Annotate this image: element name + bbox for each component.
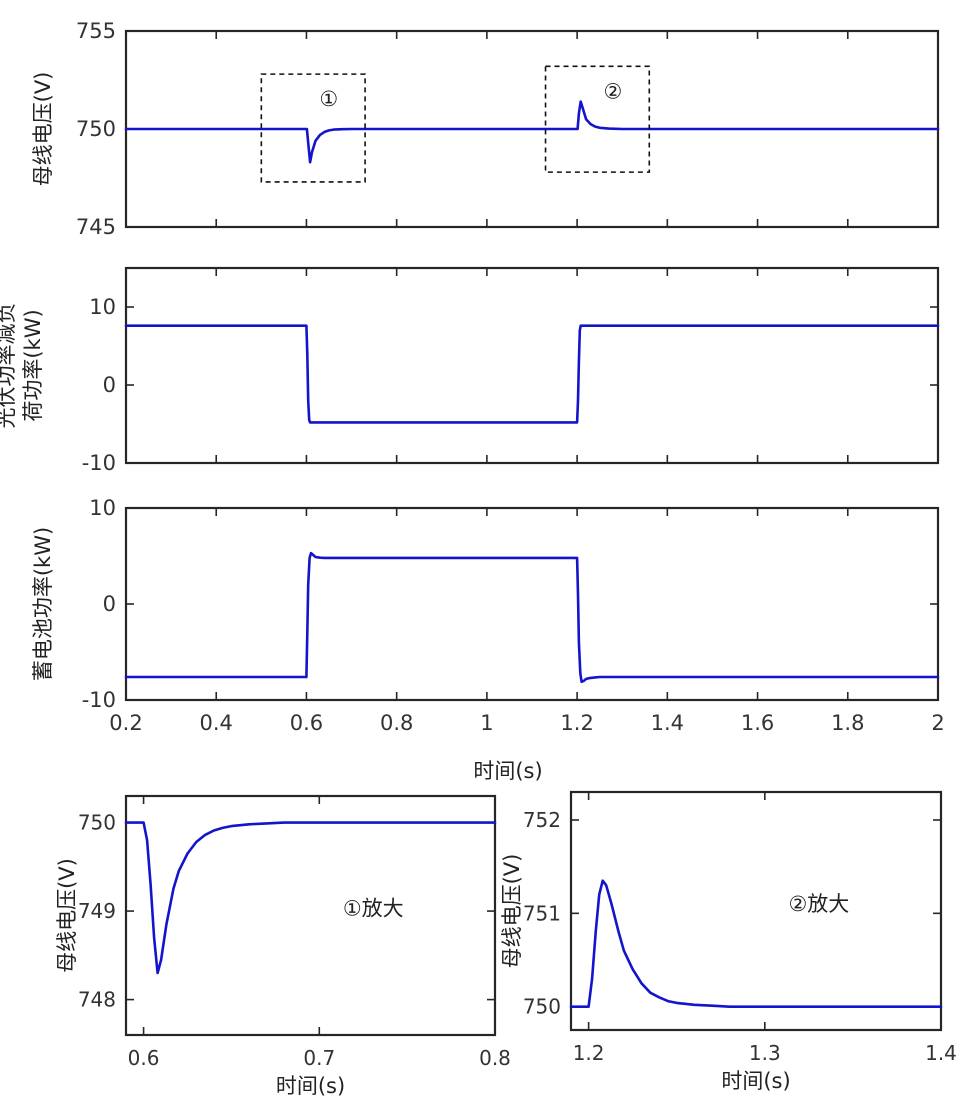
- y-tick-label: 752: [523, 808, 561, 832]
- chart-voltage: 745 750 755 母线电压(V) ① ②: [31, 19, 940, 239]
- plot-frame: [124, 794, 497, 1037]
- plot-frame: [124, 506, 940, 702]
- x-tick-label: 0.6: [128, 1046, 160, 1070]
- zoom-annotation: ②放大: [788, 892, 849, 916]
- chart-zoom1: 748 749 750 0.6 0.7 0.8 母线电压(V) 时间(s) ①放大: [55, 794, 511, 1098]
- y-axis-title-line: 光伏功率减负: [0, 303, 18, 429]
- x-axis-title: 时间(s): [473, 759, 542, 783]
- zoom-region-box: [544, 65, 651, 173]
- series-line-pv_minus_load: [124, 324, 940, 424]
- y-tick-label: 748: [78, 988, 116, 1012]
- y-tick-label: 755: [76, 19, 116, 43]
- x-tick-label: 1: [480, 711, 493, 735]
- zoom-region-box: [260, 73, 366, 183]
- chart-zoom2: 750 751 752 1.2 1.3 1.4 母线电压(V) 时间(s) ②放大: [500, 790, 957, 1093]
- y-tick-label: 750: [523, 995, 561, 1019]
- y-axis-title: 母线电压(V): [500, 854, 524, 969]
- y-tick-label: 751: [523, 901, 561, 925]
- x-axis-title: 时间(s): [721, 1069, 790, 1093]
- series-line-battery: [124, 551, 940, 684]
- y-tick-label: 0: [103, 373, 116, 397]
- x-tick-label: 1.2: [560, 711, 593, 735]
- x-tick-label: 1.4: [651, 711, 684, 735]
- x-tick-label: 1.6: [741, 711, 774, 735]
- series-line-zoom2: [569, 879, 943, 1009]
- y-axis-title: 母线电压(V): [31, 72, 55, 187]
- y-axis-title-line: 荷功率(kW): [21, 309, 45, 421]
- chart-pv_minus_load: -10 0 10 光伏功率减负 荷功率(kW): [0, 266, 940, 475]
- plot-frame: [124, 266, 940, 465]
- x-tick-label: 1.8: [831, 711, 864, 735]
- y-tick-label: 750: [76, 117, 116, 141]
- x-tick-label: 0.8: [380, 711, 413, 735]
- y-tick-label: 749: [78, 899, 116, 923]
- y-tick-label: -10: [82, 688, 116, 712]
- y-tick-label: 10: [89, 496, 116, 520]
- x-tick-label: 0.6: [290, 711, 323, 735]
- x-axis-title: 时间(s): [276, 1074, 345, 1098]
- x-tick-label: 0.7: [303, 1046, 335, 1070]
- zoom-annotation: ①放大: [343, 897, 404, 921]
- x-tick-label: 2: [931, 711, 944, 735]
- y-tick-label: -10: [82, 451, 116, 475]
- y-tick-label: 745: [76, 215, 116, 239]
- y-tick-label: 0: [103, 592, 116, 616]
- y-tick-label: 10: [89, 295, 116, 319]
- zoom-region-label: ②: [604, 79, 623, 103]
- x-tick-label: 0.8: [479, 1046, 511, 1070]
- y-tick-label: 750: [78, 811, 116, 835]
- zoom-region-label: ①: [319, 87, 338, 111]
- y-axis-title: 蓄电池功率(kW): [31, 527, 55, 681]
- y-axis-title: 母线电压(V): [55, 858, 79, 973]
- x-tick-label: 1.4: [925, 1041, 957, 1065]
- plot-frame: [569, 790, 943, 1032]
- series-line-zoom1: [124, 821, 497, 975]
- x-tick-label: 0.4: [200, 711, 233, 735]
- series-line-voltage: [124, 100, 940, 164]
- chart-battery: -10 0 10 0.2 0.4 0.6 0.8 1 1.2 1.4 1.6 1.8 2 蓄电池功率(kW…: [31, 496, 945, 783]
- x-tick-label: 1.2: [573, 1041, 605, 1065]
- x-tick-label: 1.3: [749, 1041, 781, 1065]
- x-tick-label: 0.2: [109, 711, 142, 735]
